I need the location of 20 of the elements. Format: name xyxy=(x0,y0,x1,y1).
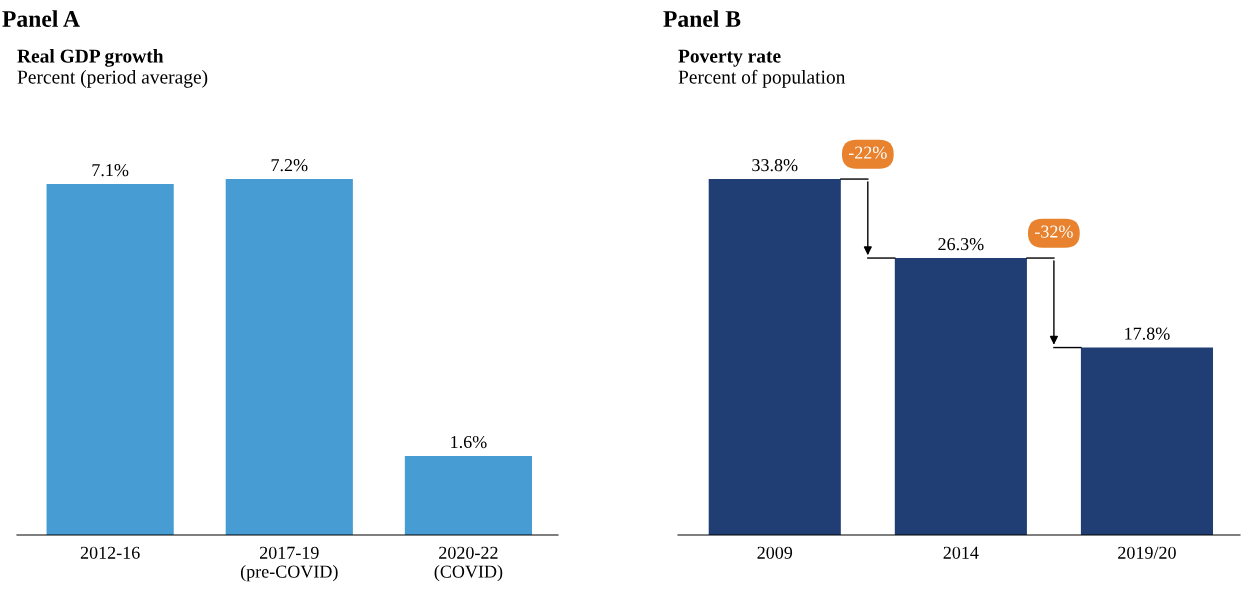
x-tick-label: 2014 xyxy=(943,546,979,559)
x-tick-label: 2019/20 xyxy=(1118,546,1176,559)
chart-subtitle: Percent of population xyxy=(678,69,846,88)
data-label: 26.3% xyxy=(938,238,984,251)
data-label: 1.6% xyxy=(451,435,487,449)
data-label: 33.8% xyxy=(752,159,798,172)
text: -22% xyxy=(848,146,887,159)
data-label: 17.8% xyxy=(1125,327,1170,340)
data-label: 7.1% xyxy=(92,163,129,177)
chart-subtitle: Percent (period average) xyxy=(17,70,208,88)
chart-title: Poverty rate xyxy=(678,49,781,67)
annotation: -32% xyxy=(1035,225,1073,238)
x-tick-label: 2009 xyxy=(757,546,793,559)
text: Panel A xyxy=(2,10,80,27)
data-label: 7.2% xyxy=(271,159,308,172)
x-tick-label: 2017-19 (pre-COVID) xyxy=(240,546,338,582)
chart-title: Real GDP growth xyxy=(17,49,164,67)
text: Panel B xyxy=(663,10,741,27)
x-tick-label: 2020-22 (COVID) xyxy=(434,546,503,582)
x-tick-label: 2012-16 xyxy=(80,546,140,559)
